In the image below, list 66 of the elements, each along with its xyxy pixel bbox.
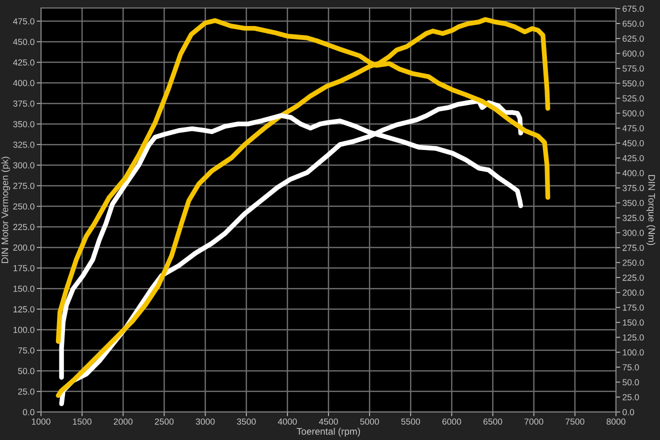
x-tick-label: 8000: [606, 418, 626, 425]
y2-tick-label: 425.0: [622, 155, 644, 162]
y-tick-label: 400.0: [13, 80, 34, 86]
y2-tick-label: 450.0: [622, 140, 644, 146]
y-tick-label: 350.0: [13, 121, 34, 128]
y-tick-label: 150.0: [14, 286, 34, 292]
y-tick-label: 50.0: [18, 368, 34, 374]
y-tick-label: 175.0: [14, 265, 34, 272]
y2-tick-label: 75.0: [622, 364, 639, 370]
y-tick-label: 250.0: [13, 203, 34, 210]
y-tick-label: 0.0: [22, 409, 34, 416]
x-tick-label: 1000: [32, 418, 50, 425]
x-tick-label: 3500: [236, 418, 256, 425]
x-tick-label: 3000: [196, 418, 215, 425]
x-tick-label: 4500: [318, 418, 338, 425]
y-tick-label: 375.0: [13, 100, 34, 107]
y-tick-label: 225.0: [13, 224, 34, 230]
y2-tick-label: 100.0: [622, 349, 644, 356]
y-tick-label: 200.0: [13, 244, 34, 251]
y2-tick-label: 50.0: [622, 379, 639, 386]
y2-tick-label: 175.0: [622, 304, 644, 311]
y2-tick-label: 500.0: [622, 110, 644, 116]
y-tick-label: 75.0: [18, 347, 34, 354]
y2-tick-label: 250.0: [622, 260, 644, 266]
y2-tick-label: 350.0: [622, 200, 644, 206]
y-tick-label: 325.0: [13, 142, 34, 148]
x-tick-label: 4000: [278, 418, 297, 425]
y2-tick-label: 150.0: [622, 319, 644, 326]
x-axis-title: Toerental (rpm): [296, 428, 360, 437]
y2-tick-label: 125.0: [622, 334, 644, 341]
y-tick-label: 300.0: [13, 162, 34, 168]
y2-tick-label: 525.0: [622, 95, 644, 102]
y2-tick-label: 0.0: [622, 409, 634, 416]
x-tick-label: 5000: [360, 418, 379, 425]
x-tick-label: 5500: [401, 418, 420, 425]
x-tick-label: 1500: [73, 418, 92, 425]
y2-axis-title: DIN Torque (Nm): [646, 175, 656, 246]
y2-tick-label: 275.0: [622, 244, 644, 251]
y-tick-label: 450.0: [13, 38, 34, 45]
y2-tick-label: 475.0: [622, 125, 644, 132]
y2-tick-label: 550.0: [622, 80, 644, 87]
y2-tick-label: 325.0: [622, 214, 644, 222]
y2-tick-label: 25.0: [622, 394, 639, 400]
y-axis-title: DIN Motor Vermogen (pk): [1, 156, 10, 264]
y2-tick-label: 225.0: [622, 274, 644, 281]
y-tick-label: 425.0: [13, 59, 34, 66]
y2-tick-label: 625.0: [622, 36, 644, 42]
y-tick-label: 25.0: [18, 388, 34, 395]
y2-tick-label: 375.0: [622, 184, 644, 192]
x-tick-label: 6500: [484, 418, 502, 425]
x-tick-label: 7500: [566, 418, 584, 425]
y-tick-label: 275.0: [13, 182, 34, 189]
y2-tick-label: 675.0: [622, 6, 644, 12]
x-tick-label: 7000: [524, 418, 544, 425]
x-tick-label: 6000: [442, 418, 462, 425]
y2-tick-label: 600.0: [622, 50, 644, 57]
y2-tick-label: 400.0: [622, 170, 644, 176]
y-tick-label: 125.0: [14, 306, 34, 312]
y2-tick-label: 200.0: [622, 290, 644, 296]
x-tick-label: 2500: [154, 418, 174, 425]
x-tick-label: 2000: [114, 418, 133, 425]
y-tick-label: 100.0: [14, 326, 34, 333]
y2-tick-label: 650.0: [622, 20, 644, 27]
y2-tick-label: 575.0: [622, 65, 644, 72]
y-tick-label: 475.0: [13, 18, 34, 24]
y2-tick-label: 300.0: [622, 230, 644, 236]
